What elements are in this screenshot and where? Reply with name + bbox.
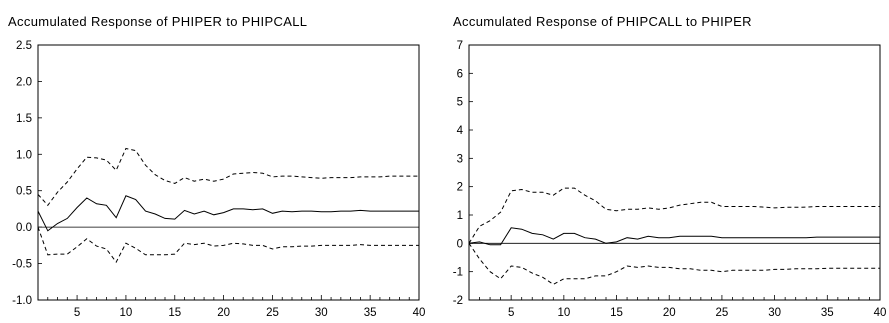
chart-title: Accumulated Response of PHIPCALL to PHIP… bbox=[453, 14, 752, 29]
x-tick-label: 35 bbox=[821, 307, 834, 319]
x-tick-label: 15 bbox=[610, 307, 623, 319]
y-tick-label: 0.5 bbox=[16, 186, 32, 198]
x-tick-label: 20 bbox=[663, 307, 676, 319]
plot-frame bbox=[37, 44, 420, 301]
y-tick-label: 4 bbox=[457, 125, 464, 137]
upper-confidence-band bbox=[37, 147, 419, 207]
x-tick-label: 5 bbox=[74, 307, 80, 319]
x-tick-label: 15 bbox=[168, 307, 181, 319]
y-tick-label: 1.5 bbox=[16, 113, 32, 125]
x-tick-label: 30 bbox=[768, 307, 781, 319]
y-tick-label: 5 bbox=[457, 97, 463, 109]
lower-confidence-band bbox=[37, 226, 419, 264]
y-tick-label: 7 bbox=[457, 40, 463, 52]
irf-chart-phipcall: -2 -1 0 1 2 3 4 5 6 7 5 10 15 20 25 30 35 40 bbox=[453, 40, 887, 319]
solid-response-line bbox=[468, 227, 880, 246]
y-tick-label: -1 bbox=[453, 267, 463, 279]
y-tick-label: 2.0 bbox=[16, 76, 32, 88]
y-tick-label: -2 bbox=[453, 295, 463, 307]
y-tick-label: 3 bbox=[457, 153, 463, 165]
x-tick-label: 20 bbox=[217, 307, 230, 319]
y-tick-label: 1 bbox=[457, 210, 463, 222]
upper-confidence-band bbox=[468, 187, 880, 244]
x-tick-label: 10 bbox=[557, 307, 570, 319]
y-tick-label: 6 bbox=[457, 68, 463, 80]
x-tick-label: 35 bbox=[364, 307, 377, 319]
y-tick-label: 0.0 bbox=[16, 222, 32, 234]
chart-panel-left: Accumulated Response of PHIPER to PHIPCA… bbox=[0, 0, 440, 323]
plot-frame bbox=[468, 44, 881, 301]
x-tick-label: 40 bbox=[413, 307, 426, 319]
y-tick-label: 2 bbox=[457, 182, 463, 194]
y-tick-label: 2.5 bbox=[16, 40, 32, 52]
x-tick-label: 30 bbox=[315, 307, 328, 319]
chart-panel-right: Accumulated Response of PHIPCALL to PHIP… bbox=[445, 0, 889, 323]
x-tick-label: 40 bbox=[874, 307, 887, 319]
lower-confidence-band bbox=[468, 243, 880, 285]
y-tick-label: 1.0 bbox=[16, 149, 32, 161]
x-tick-label: 5 bbox=[508, 307, 514, 319]
solid-response-line bbox=[37, 195, 419, 232]
y-tick-label: 0 bbox=[457, 238, 463, 250]
y-tick-label: -1.0 bbox=[12, 295, 32, 307]
irf-chart-phiper: -1.0 -0.5 0.0 0.5 1.0 1.5 2.0 2.5 5 10 15 20 25 30 35 4… bbox=[12, 40, 426, 319]
chart-title: Accumulated Response of PHIPER to PHIPCA… bbox=[8, 14, 308, 29]
x-tick-label: 10 bbox=[120, 307, 133, 319]
y-tick-label: -0.5 bbox=[12, 259, 32, 271]
x-tick-label: 25 bbox=[716, 307, 729, 319]
x-tick-label: 25 bbox=[266, 307, 279, 319]
